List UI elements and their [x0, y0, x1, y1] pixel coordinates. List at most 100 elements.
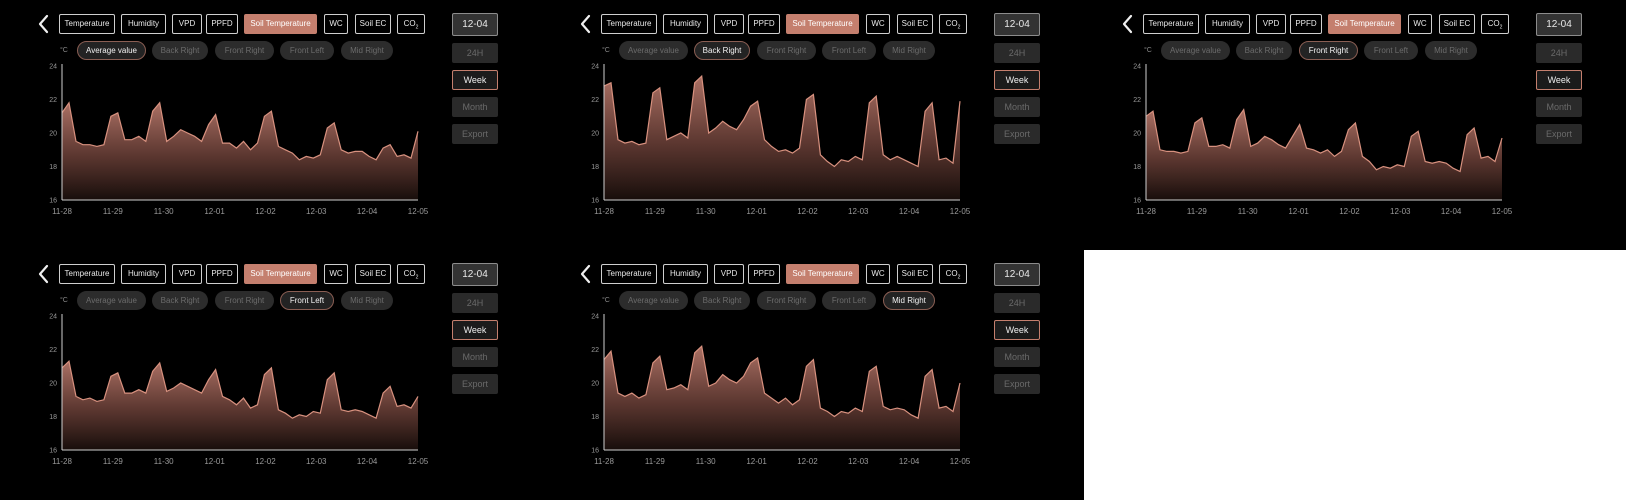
metric-tab[interactable]: Soil Temperature [786, 14, 859, 34]
metric-tab[interactable]: WC [1408, 14, 1432, 34]
metric-tab[interactable]: CO2 [397, 264, 425, 284]
metric-tab[interactable]: PPFD [748, 14, 780, 34]
date-selector[interactable]: 12-04 [452, 263, 498, 286]
back-chevron-icon[interactable] [576, 12, 596, 36]
back-chevron-icon[interactable] [576, 262, 596, 286]
series-chip[interactable]: Front Right [215, 41, 274, 60]
series-chip[interactable]: Average value [619, 41, 688, 60]
metric-tab[interactable]: CO2 [1481, 14, 1509, 34]
x-tick-label: 12-04 [899, 457, 920, 466]
metric-tab[interactable]: Temperature [59, 264, 115, 284]
series-chip[interactable]: Back Right [1236, 41, 1292, 60]
range-button-week[interactable]: Week [452, 320, 498, 340]
series-chip[interactable]: Front Right [757, 291, 816, 310]
metric-tab[interactable]: CO2 [939, 14, 967, 34]
series-chip[interactable]: Mid Right [883, 291, 935, 310]
metric-tab[interactable]: CO2 [939, 264, 967, 284]
range-button-24h[interactable]: 24H [994, 293, 1040, 313]
series-chip[interactable]: Front Right [215, 291, 274, 310]
metric-tab-label: Soil Temperature [250, 269, 311, 278]
range-button-month[interactable]: Month [1536, 97, 1582, 117]
range-button-24h[interactable]: 24H [452, 43, 498, 63]
metric-tab[interactable]: Soil Temperature [1328, 14, 1401, 34]
date-selector[interactable]: 12-04 [994, 13, 1040, 36]
export-button[interactable]: Export [1536, 124, 1582, 144]
metric-tab[interactable]: WC [866, 264, 890, 284]
y-tick-label: 22 [49, 97, 57, 104]
export-button[interactable]: Export [452, 374, 498, 394]
date-selector[interactable]: 12-04 [452, 13, 498, 36]
unit-label: °C [60, 47, 68, 54]
range-button-week[interactable]: Week [994, 320, 1040, 340]
metric-tab[interactable]: VPD [172, 264, 202, 284]
series-chip[interactable]: Average value [77, 291, 146, 310]
range-button-24h[interactable]: 24H [1536, 43, 1582, 63]
metric-tab[interactable]: Soil EC [897, 14, 933, 34]
metric-tab[interactable]: Humidity [663, 264, 708, 284]
metric-tab[interactable]: VPD [1256, 14, 1286, 34]
series-chip[interactable]: Back Right [694, 41, 750, 60]
metric-tab[interactable]: Temperature [1143, 14, 1199, 34]
metric-tab[interactable]: Humidity [1205, 14, 1250, 34]
series-chip[interactable]: Front Left [822, 41, 876, 60]
range-button-month[interactable]: Month [994, 97, 1040, 117]
metric-tab-label: Temperature [64, 19, 110, 28]
series-chip[interactable]: Front Right [1299, 41, 1358, 60]
metric-tab[interactable]: Temperature [59, 14, 115, 34]
metric-tab[interactable]: PPFD [206, 14, 238, 34]
back-chevron-icon[interactable] [34, 12, 54, 36]
date-selector[interactable]: 12-04 [994, 263, 1040, 286]
export-button[interactable]: Export [994, 374, 1040, 394]
series-chip[interactable]: Mid Right [1425, 41, 1477, 60]
metric-tab[interactable]: WC [866, 14, 890, 34]
metric-tab[interactable]: VPD [714, 14, 744, 34]
metric-tab[interactable]: Humidity [121, 14, 166, 34]
metric-tab[interactable]: WC [324, 264, 348, 284]
range-button-week[interactable]: Week [452, 70, 498, 90]
metric-tab[interactable]: VPD [172, 14, 202, 34]
series-chip[interactable]: Front Left [280, 291, 334, 310]
metric-tab[interactable]: Soil Temperature [244, 14, 317, 34]
series-chip[interactable]: Average value [619, 291, 688, 310]
range-button-24h[interactable]: 24H [452, 293, 498, 313]
range-button-week[interactable]: Week [994, 70, 1040, 90]
series-chip[interactable]: Average value [1161, 41, 1230, 60]
series-chip[interactable]: Back Right [694, 291, 750, 310]
series-chip[interactable]: Front Left [822, 291, 876, 310]
range-button-month[interactable]: Month [452, 97, 498, 117]
range-button-24h[interactable]: 24H [994, 43, 1040, 63]
back-chevron-icon[interactable] [1118, 12, 1138, 36]
metric-tab[interactable]: Soil Temperature [244, 264, 317, 284]
metric-tab[interactable]: PPFD [1290, 14, 1322, 34]
metric-tab[interactable]: Temperature [601, 14, 657, 34]
metric-tab[interactable]: Soil Temperature [786, 264, 859, 284]
metric-tab[interactable]: Soil EC [355, 264, 391, 284]
back-chevron-icon[interactable] [34, 262, 54, 286]
range-button-month[interactable]: Month [994, 347, 1040, 367]
export-button[interactable]: Export [452, 124, 498, 144]
series-chip[interactable]: Back Right [152, 41, 208, 60]
export-button[interactable]: Export [994, 124, 1040, 144]
metric-tab[interactable]: Humidity [663, 14, 708, 34]
metric-tab[interactable]: CO2 [397, 14, 425, 34]
metric-tab[interactable]: Humidity [121, 264, 166, 284]
series-chip[interactable]: Front Left [280, 41, 334, 60]
metric-tab[interactable]: PPFD [206, 264, 238, 284]
date-selector[interactable]: 12-04 [1536, 13, 1582, 36]
metric-tab[interactable]: PPFD [748, 264, 780, 284]
metric-tab[interactable]: Soil EC [1439, 14, 1475, 34]
series-chip[interactable]: Average value [77, 41, 146, 60]
metric-tab[interactable]: WC [324, 14, 348, 34]
metric-tab[interactable]: Soil EC [897, 264, 933, 284]
series-chip[interactable]: Mid Right [883, 41, 935, 60]
range-button-week[interactable]: Week [1536, 70, 1582, 90]
series-chip[interactable]: Front Left [1364, 41, 1418, 60]
metric-tab[interactable]: VPD [714, 264, 744, 284]
range-button-month[interactable]: Month [452, 347, 498, 367]
metric-tab[interactable]: Temperature [601, 264, 657, 284]
series-chip[interactable]: Front Right [757, 41, 816, 60]
series-chip[interactable]: Mid Right [341, 291, 393, 310]
series-chip[interactable]: Back Right [152, 291, 208, 310]
metric-tab[interactable]: Soil EC [355, 14, 391, 34]
series-chip[interactable]: Mid Right [341, 41, 393, 60]
